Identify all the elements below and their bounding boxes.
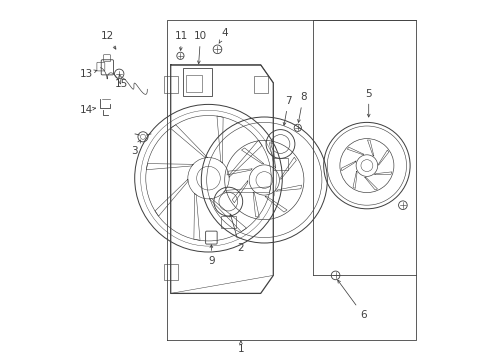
Text: 14: 14 [80,105,96,115]
Text: 15: 15 [115,75,128,89]
Text: 8: 8 [297,92,306,122]
Text: 2: 2 [229,214,243,253]
Text: 9: 9 [207,245,214,266]
Text: 3: 3 [131,140,140,156]
Text: 7: 7 [283,96,291,125]
Text: 13: 13 [80,69,97,79]
Text: 6: 6 [337,280,366,320]
Text: 10: 10 [194,31,207,64]
Text: 4: 4 [219,28,227,43]
Text: 1: 1 [237,341,244,354]
Text: 11: 11 [175,31,188,50]
Text: 5: 5 [365,89,371,117]
Text: 12: 12 [101,31,116,49]
